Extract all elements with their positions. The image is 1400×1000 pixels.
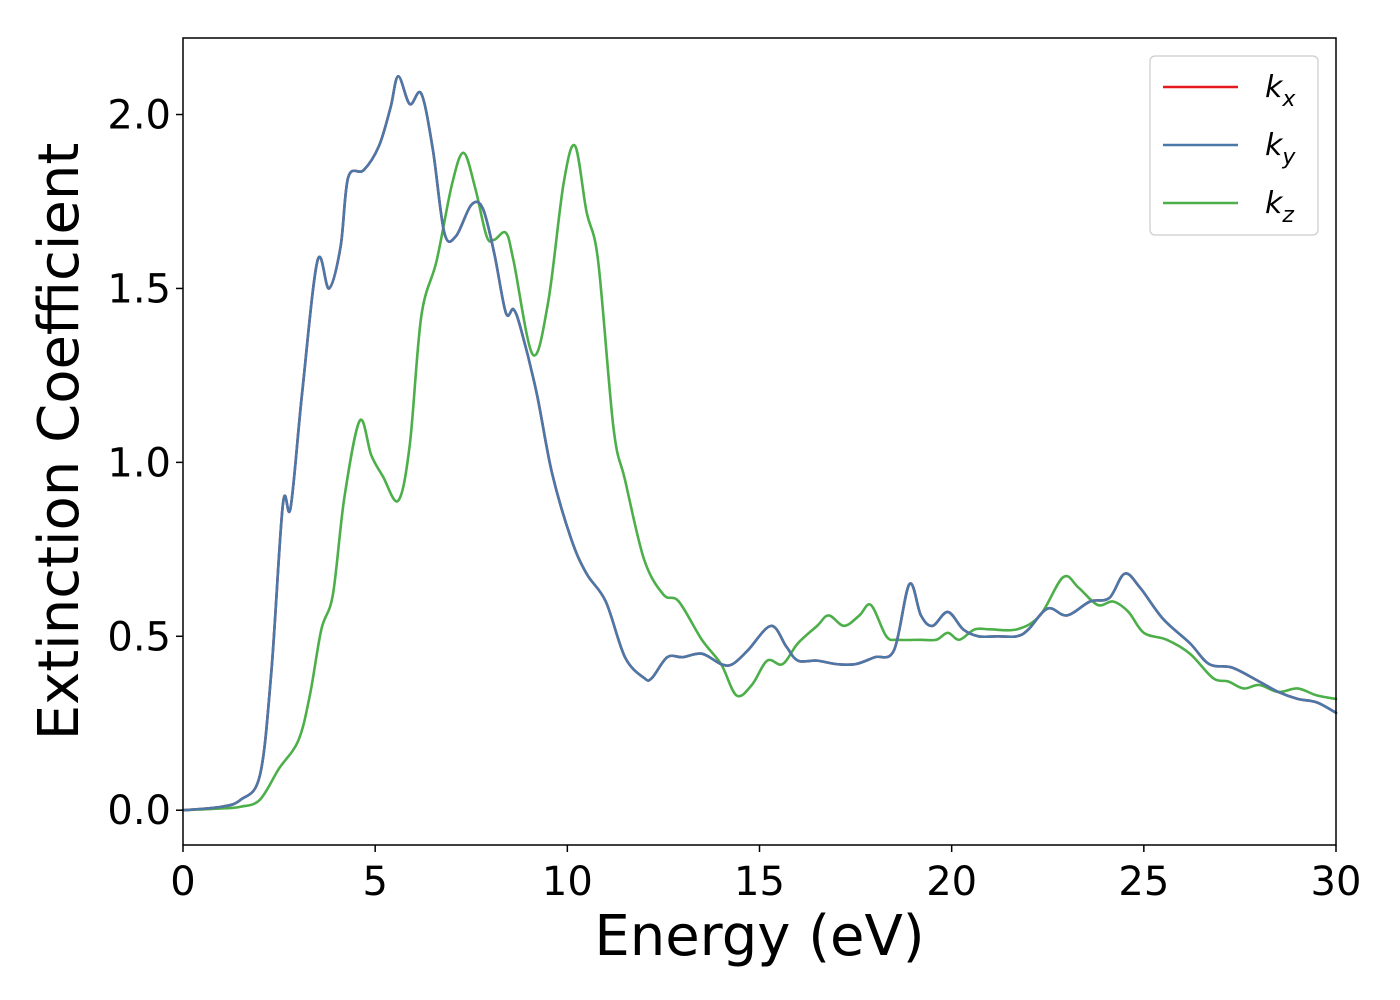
y-tick-label: 1.5	[107, 266, 171, 312]
x-axis-title: Energy (eV)	[594, 904, 924, 969]
y-tick-label: 0.0	[107, 788, 171, 834]
y-tick-label: 1.0	[107, 440, 171, 486]
x-tick-label: 20	[926, 859, 977, 905]
legend-entries: kx ky kz	[1163, 70, 1296, 228]
y-tick-label: 0.5	[107, 614, 171, 660]
series-layer	[181, 74, 1338, 812]
y-axis-title: Extinction Coefficient	[27, 143, 92, 741]
x-tick-label: 10	[542, 859, 593, 905]
legend-label-k-z: kz	[1265, 186, 1294, 228]
x-axis-ticks: 0 5 10 15 20 25 30	[170, 845, 1361, 905]
legend: kx ky kz	[1149, 55, 1319, 236]
x-tick-label: 5	[362, 859, 387, 905]
x-tick-label: 30	[1311, 859, 1362, 905]
series-line-k-y	[181, 74, 1338, 812]
legend-label-k-x: kx	[1265, 70, 1296, 112]
x-tick-label: 25	[1118, 859, 1169, 905]
x-tick-label: 0	[170, 859, 195, 905]
series-line-k-z	[181, 143, 1338, 812]
y-tick-label: 2.0	[107, 93, 171, 139]
y-axis-ticks: 0.0 0.5 1.0 1.5 2.0	[107, 93, 183, 834]
legend-label-k-y: ky	[1265, 128, 1296, 170]
x-tick-label: 15	[734, 859, 785, 905]
